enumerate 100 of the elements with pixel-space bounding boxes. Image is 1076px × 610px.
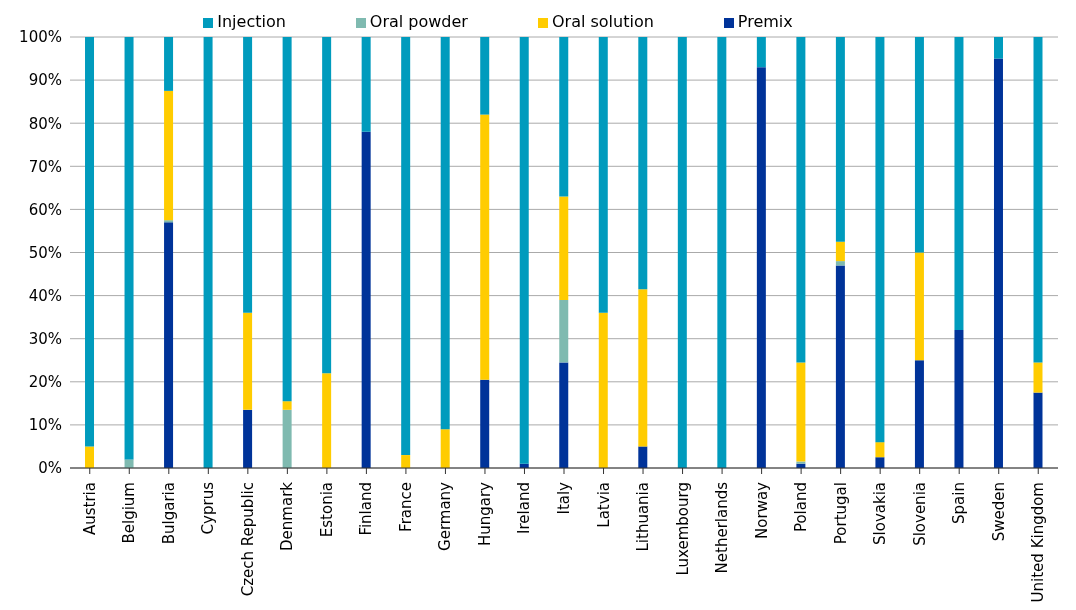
bar xyxy=(638,289,648,447)
bar xyxy=(480,379,490,468)
x-tick-label: Czech Republic xyxy=(238,482,257,597)
bar xyxy=(559,299,569,363)
bar xyxy=(401,455,411,468)
bar xyxy=(875,442,885,458)
bar xyxy=(914,360,924,468)
bar xyxy=(914,252,924,361)
bar xyxy=(440,429,450,468)
y-tick-label: 60% xyxy=(28,200,62,219)
bar xyxy=(282,37,292,402)
x-tick-label: Norway xyxy=(752,481,771,539)
y-tick-label: 100% xyxy=(19,28,62,47)
x-tick-label: Ireland xyxy=(515,482,534,534)
bar xyxy=(243,37,253,313)
x-tick-label: United Kingdom xyxy=(1029,482,1048,603)
bar xyxy=(677,37,687,468)
bar xyxy=(559,362,569,468)
y-tick-label: 40% xyxy=(28,286,62,305)
y-tick-label: 50% xyxy=(28,243,62,262)
bar xyxy=(480,114,490,380)
x-tick-label: Italy xyxy=(555,481,573,515)
bar xyxy=(796,362,806,462)
bar xyxy=(796,461,806,464)
bar xyxy=(875,37,885,443)
y-tick-label: 70% xyxy=(28,157,62,176)
x-tick-label: Slovakia xyxy=(871,482,890,545)
bar xyxy=(164,220,174,223)
bar xyxy=(164,37,174,91)
x-tick-label: Sweden xyxy=(989,482,1008,542)
bar xyxy=(756,67,766,468)
bar xyxy=(282,401,292,410)
bar xyxy=(559,196,569,300)
x-tick-label: Hungary xyxy=(475,481,494,547)
bar xyxy=(559,37,569,197)
x-tick-label: Luxembourg xyxy=(673,482,692,576)
x-tick-label: Estonia xyxy=(317,482,336,538)
bar xyxy=(243,409,253,468)
bar xyxy=(401,37,411,456)
bar xyxy=(875,457,885,468)
legend-label: Injection xyxy=(217,12,286,31)
bar xyxy=(1033,37,1043,363)
x-tick-label: Netherlands xyxy=(713,481,732,574)
y-tick-label: 20% xyxy=(28,373,62,392)
bar xyxy=(1033,392,1043,468)
bar xyxy=(638,446,648,468)
x-tick-label: Portugal xyxy=(831,482,850,545)
x-tick-label: Lithuania xyxy=(634,482,653,552)
bar xyxy=(480,37,490,115)
bar xyxy=(598,312,608,468)
y-tick-label: 90% xyxy=(28,71,62,90)
bar xyxy=(993,37,1003,59)
x-tick-label: Finland xyxy=(357,482,376,536)
x-tick-label: Belgium xyxy=(120,482,139,544)
bar xyxy=(243,312,253,410)
y-tick-label: 80% xyxy=(28,114,62,133)
bar xyxy=(835,37,845,242)
bar xyxy=(124,37,134,460)
bar xyxy=(638,37,648,290)
bar xyxy=(322,373,332,468)
bar xyxy=(717,37,727,468)
bar xyxy=(835,261,845,266)
legend-label: Premix xyxy=(737,12,793,31)
bar xyxy=(440,37,450,430)
bar xyxy=(835,265,845,468)
x-tick-label: Denmark xyxy=(278,481,297,551)
bar xyxy=(322,37,332,374)
bar xyxy=(124,459,134,468)
bar xyxy=(954,330,964,468)
bar xyxy=(282,409,292,468)
bar xyxy=(203,37,213,468)
x-tick-label: Cyprus xyxy=(199,481,218,535)
y-tick-label: 0% xyxy=(38,459,62,478)
bar xyxy=(361,37,371,132)
x-tick-label: Spain xyxy=(950,482,969,524)
bar xyxy=(85,446,95,468)
bar xyxy=(519,37,529,464)
bar xyxy=(914,37,924,253)
y-tick-label: 30% xyxy=(28,330,62,349)
x-tick-label: Bulgaria xyxy=(159,482,178,545)
x-tick-label: Austria xyxy=(80,482,99,535)
bar xyxy=(796,37,806,363)
bar xyxy=(598,37,608,313)
bar xyxy=(85,37,95,447)
x-tick-label: Germany xyxy=(436,481,455,551)
bar xyxy=(361,131,371,468)
bar xyxy=(756,37,766,68)
x-tick-label: Slovenia xyxy=(910,482,929,546)
bar xyxy=(835,241,845,262)
bar xyxy=(164,222,174,468)
legend-label: Oral solution xyxy=(551,12,654,31)
bar xyxy=(954,37,964,331)
y-tick-label: 10% xyxy=(28,416,62,435)
legend-label: Oral powder xyxy=(369,12,468,31)
x-tick-label: Latvia xyxy=(594,482,613,528)
bar xyxy=(164,90,174,221)
bar xyxy=(1033,362,1043,393)
x-tick-label: France xyxy=(396,482,415,532)
x-tick-label: Poland xyxy=(792,482,811,533)
bar xyxy=(993,58,1003,468)
